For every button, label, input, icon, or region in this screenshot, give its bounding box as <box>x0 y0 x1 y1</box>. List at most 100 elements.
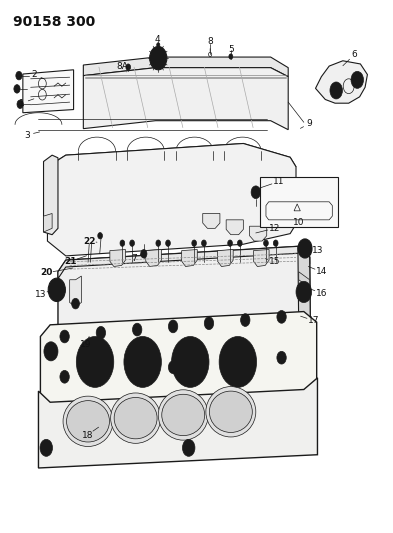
Text: 12: 12 <box>269 224 280 233</box>
Polygon shape <box>203 214 220 228</box>
FancyBboxPatch shape <box>260 177 338 227</box>
Ellipse shape <box>114 398 157 439</box>
Text: 7: 7 <box>131 254 137 263</box>
Ellipse shape <box>66 401 110 442</box>
Polygon shape <box>146 249 162 266</box>
Text: 18: 18 <box>81 431 93 440</box>
Circle shape <box>298 239 312 258</box>
Ellipse shape <box>209 391 252 432</box>
Text: 19: 19 <box>79 341 91 350</box>
Circle shape <box>202 240 206 246</box>
Polygon shape <box>253 249 269 266</box>
Text: 5: 5 <box>229 45 235 54</box>
Circle shape <box>126 64 130 70</box>
Polygon shape <box>58 246 310 361</box>
Ellipse shape <box>111 393 161 443</box>
Circle shape <box>120 240 125 246</box>
Circle shape <box>229 54 233 59</box>
Circle shape <box>60 370 69 383</box>
Polygon shape <box>44 155 58 235</box>
Polygon shape <box>44 214 52 232</box>
Circle shape <box>237 240 242 246</box>
Circle shape <box>98 232 103 239</box>
Circle shape <box>169 361 178 374</box>
Circle shape <box>14 85 20 93</box>
Circle shape <box>141 249 147 258</box>
Text: 17: 17 <box>308 316 320 325</box>
Circle shape <box>277 311 286 323</box>
Text: 8A: 8A <box>116 62 128 70</box>
Polygon shape <box>110 249 125 266</box>
Polygon shape <box>40 312 317 405</box>
Polygon shape <box>48 143 296 176</box>
Polygon shape <box>48 143 296 256</box>
Polygon shape <box>83 68 288 130</box>
Polygon shape <box>218 249 233 266</box>
Circle shape <box>228 240 232 246</box>
Circle shape <box>48 278 65 302</box>
Circle shape <box>241 314 250 326</box>
Text: 1: 1 <box>19 99 24 108</box>
Circle shape <box>241 354 250 367</box>
Text: 2: 2 <box>32 70 37 79</box>
Text: 21: 21 <box>64 257 77 265</box>
Text: 3: 3 <box>24 131 29 140</box>
Text: 11: 11 <box>273 177 284 186</box>
Circle shape <box>351 71 364 88</box>
Circle shape <box>166 240 170 246</box>
Text: 4: 4 <box>155 35 160 44</box>
Circle shape <box>40 439 53 456</box>
Polygon shape <box>299 272 310 288</box>
Circle shape <box>150 46 167 70</box>
Circle shape <box>16 71 22 80</box>
Circle shape <box>277 351 286 364</box>
Ellipse shape <box>206 386 256 437</box>
Circle shape <box>299 286 309 298</box>
Polygon shape <box>316 61 367 103</box>
Circle shape <box>192 240 196 246</box>
Text: 90158 300: 90158 300 <box>13 14 95 29</box>
Text: 13: 13 <box>35 289 46 298</box>
Circle shape <box>96 367 106 380</box>
Ellipse shape <box>162 394 205 435</box>
Polygon shape <box>298 246 310 338</box>
Text: 16: 16 <box>316 288 327 297</box>
Circle shape <box>169 320 178 333</box>
Polygon shape <box>39 378 318 468</box>
Text: 20: 20 <box>40 268 52 277</box>
Circle shape <box>156 240 161 246</box>
Text: 6: 6 <box>352 50 357 59</box>
Polygon shape <box>23 70 73 113</box>
Circle shape <box>76 336 114 387</box>
Circle shape <box>264 240 268 246</box>
Text: 22: 22 <box>83 237 95 246</box>
Text: 10: 10 <box>293 218 305 227</box>
Ellipse shape <box>158 390 208 440</box>
Polygon shape <box>83 57 288 77</box>
Polygon shape <box>226 220 243 235</box>
Ellipse shape <box>63 396 113 447</box>
Polygon shape <box>182 249 197 266</box>
Circle shape <box>219 336 257 387</box>
Circle shape <box>17 100 23 109</box>
Circle shape <box>251 186 261 199</box>
Circle shape <box>96 326 106 339</box>
Circle shape <box>72 298 79 309</box>
Text: 13: 13 <box>312 246 323 255</box>
Circle shape <box>132 323 142 336</box>
Circle shape <box>157 43 160 47</box>
Circle shape <box>130 240 134 246</box>
Circle shape <box>296 281 312 303</box>
Circle shape <box>182 439 195 456</box>
Circle shape <box>60 330 69 343</box>
Polygon shape <box>58 246 310 279</box>
Circle shape <box>124 336 162 387</box>
Text: 9: 9 <box>307 119 312 128</box>
Circle shape <box>330 82 342 99</box>
Circle shape <box>204 317 214 329</box>
Circle shape <box>274 240 278 246</box>
Text: 8: 8 <box>207 37 213 46</box>
Circle shape <box>44 342 58 361</box>
Circle shape <box>171 336 209 387</box>
Text: 15: 15 <box>269 257 280 265</box>
